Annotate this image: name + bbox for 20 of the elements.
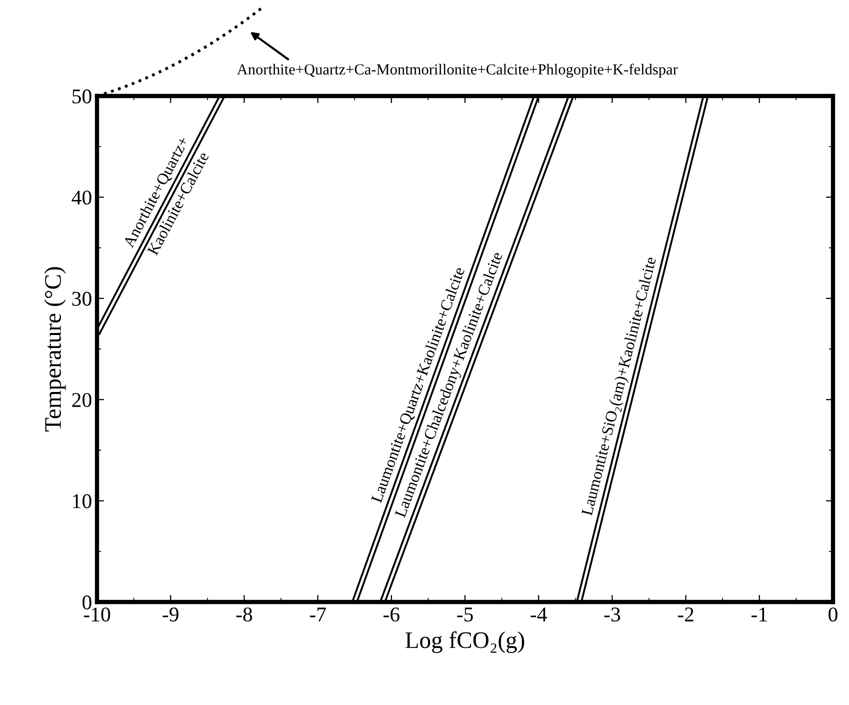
x-tick-label: -9 bbox=[162, 608, 178, 622]
x-tick-label: -8 bbox=[236, 607, 252, 622]
y-tick-label: 50 bbox=[72, 89, 92, 104]
y-axis-title: Temperature (°C) bbox=[44, 267, 66, 432]
x-tick-label: -3 bbox=[604, 608, 620, 622]
y-tick-label: 40 bbox=[72, 190, 92, 205]
x-tick-label: -4 bbox=[530, 608, 547, 622]
y-tick-label: 10 bbox=[73, 494, 92, 508]
x-tick-label: -6 bbox=[384, 608, 400, 622]
x-axis-title: Log fCO₂(g) bbox=[406, 631, 524, 654]
text: Anorthite+Quartz+Ca-Montmorillonite+Calcite+Phlogopite+K-feldspar bbox=[236, 64, 678, 78]
x-tick-label: -2 bbox=[678, 608, 694, 622]
y-tick-label: 20 bbox=[72, 392, 92, 408]
y-tick-label: 30 bbox=[72, 292, 92, 306]
x-tick-label: -5 bbox=[457, 608, 473, 622]
x-tick-label: -7 bbox=[310, 608, 326, 622]
y-tick-label: 0 bbox=[82, 595, 92, 610]
x-tick-label: -1 bbox=[752, 608, 767, 622]
x-tick-label: -10 bbox=[84, 607, 110, 622]
x-tick-label: 0 bbox=[828, 607, 838, 622]
